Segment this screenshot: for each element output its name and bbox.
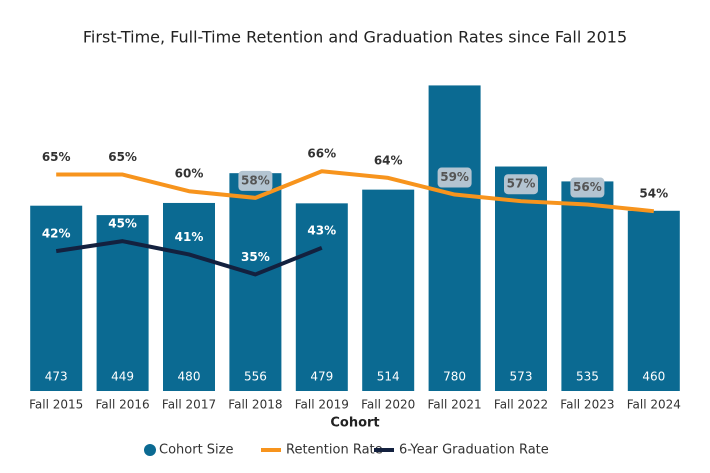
bar (163, 202, 215, 391)
bar-label: 449 (111, 370, 134, 384)
legend-label: Retention Rate (286, 443, 383, 458)
data-label: 60% (175, 167, 204, 181)
x-tick-label: Fall 2022 (494, 398, 548, 412)
data-label: 58% (241, 173, 270, 187)
bar (295, 203, 348, 391)
bar (627, 210, 680, 391)
bar (561, 181, 614, 391)
bar-label: 780 (443, 370, 466, 384)
x-tick-label: Fall 2024 (627, 398, 681, 412)
x-axis-title: Cohort (330, 416, 379, 431)
x-tick-label: Fall 2018 (228, 398, 282, 412)
bar-label: 460 (642, 370, 665, 384)
data-label: 45% (108, 217, 137, 231)
data-label: 41% (175, 230, 204, 244)
x-tick-label: Fall 2020 (361, 398, 415, 412)
label-box (238, 170, 273, 191)
data-label: 56% (573, 180, 602, 194)
data-label: 43% (307, 223, 336, 237)
data-label: 66% (307, 147, 336, 161)
x-tick-label: Fall 2023 (560, 398, 614, 412)
bar-label: 556 (244, 370, 267, 384)
bar (428, 85, 481, 392)
data-label: 65% (42, 150, 71, 164)
bar-label: 480 (178, 370, 201, 384)
data-label: 42% (42, 227, 71, 241)
line (56, 169, 654, 214)
data-label: 65% (108, 150, 137, 164)
bar (30, 205, 83, 391)
bar (229, 173, 282, 391)
bar-label: 473 (45, 370, 68, 384)
legend-label: Cohort Size (159, 443, 233, 458)
line (55, 239, 323, 277)
legend-marker (144, 444, 156, 456)
x-tick-label: Fall 2021 (428, 398, 482, 412)
data-label: 54% (639, 187, 668, 201)
bar-label: 479 (310, 370, 333, 384)
bar (362, 189, 415, 391)
bar-label: 514 (377, 370, 400, 384)
x-tick-label: Fall 2016 (96, 398, 150, 412)
data-label: 64% (374, 153, 403, 167)
label-box (570, 177, 605, 198)
x-tick-label: Fall 2019 (295, 398, 349, 412)
label-box (504, 174, 538, 195)
bar-label: 573 (510, 370, 533, 384)
data-label: 57% (507, 177, 536, 191)
data-label: 59% (440, 170, 469, 184)
chart-title: First-Time, Full-Time Retention and Grad… (83, 28, 627, 47)
legend-label: 6-Year Graduation Rate (399, 443, 549, 458)
data-label: 35% (241, 250, 270, 264)
x-tick-label: Fall 2015 (29, 398, 83, 412)
label-box (437, 167, 472, 188)
bar-label: 535 (576, 370, 599, 384)
x-tick-label: Fall 2017 (162, 398, 216, 412)
